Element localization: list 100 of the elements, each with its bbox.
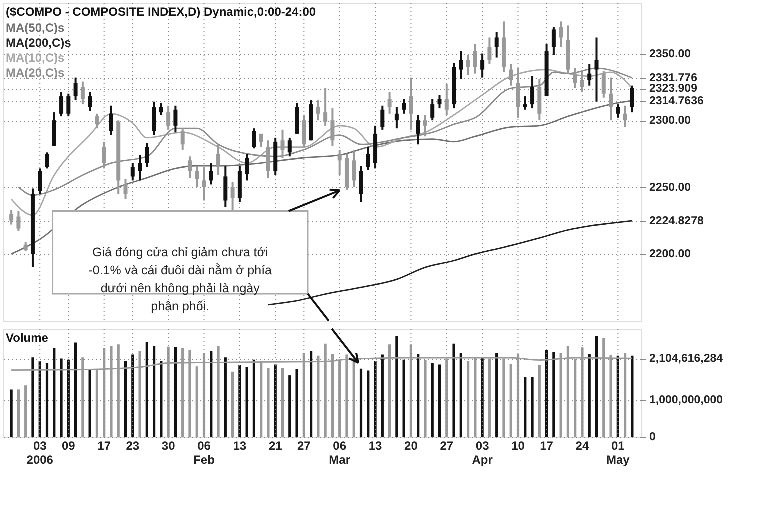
candlestick (259, 132, 264, 148)
candlestick (480, 52, 485, 79)
candlestick (552, 26, 556, 56)
x-tick-label: 06 Feb (194, 439, 215, 467)
candlestick (509, 63, 514, 87)
candlestick (409, 76, 414, 131)
bar (231, 372, 234, 437)
candlestick (402, 98, 406, 115)
y-tick-label: 0 (650, 432, 656, 444)
chart-title: ($COMPO - COMPOSITE INDEX,D) Dynamic,0:00-24:00 (6, 5, 316, 19)
candlestick (166, 104, 171, 131)
bar (32, 358, 34, 437)
annotation: Giá đóng cửa chỉ giảm chưa tới -0.1% và cái đuôi dài nằm ở phía dưới nên không phải là ngày phân phối. (88, 246, 272, 314)
x-tick-label: 13 (233, 439, 247, 453)
candlestick (559, 20, 564, 48)
bar (466, 361, 470, 437)
candlestick (530, 75, 535, 110)
candlestick (88, 92, 92, 112)
bar (496, 353, 498, 437)
candlestick (280, 128, 285, 159)
candlestick (416, 114, 420, 146)
candlestick (288, 136, 292, 158)
candlestick (245, 152, 250, 182)
bar (152, 346, 156, 437)
bar (174, 347, 178, 437)
bar (281, 368, 284, 437)
candlestick (616, 104, 620, 119)
candlestick (174, 104, 178, 134)
candlestick (580, 71, 584, 94)
x-tick-label: 27 (297, 439, 312, 453)
candlestick (45, 152, 50, 170)
candlestick (444, 84, 449, 116)
candlestick (10, 209, 14, 226)
bar (381, 354, 384, 437)
bar (288, 376, 292, 437)
candlestick (130, 162, 135, 182)
bar (17, 390, 20, 437)
candlestick (594, 36, 599, 103)
candlestick (523, 96, 528, 111)
candlestick (609, 76, 614, 122)
candlestick (488, 36, 492, 66)
candlestick (230, 181, 235, 212)
bar (124, 361, 128, 437)
x-tick-label: 03 Apr (472, 439, 494, 467)
bar (224, 358, 227, 437)
candlestick (316, 100, 320, 122)
candlestick (138, 154, 142, 182)
bar (60, 358, 63, 437)
bar (402, 360, 406, 437)
text: MA(200,C)s (6, 36, 72, 50)
chart-title: Volume (6, 331, 49, 345)
candlestick (324, 88, 328, 127)
bar (396, 336, 398, 437)
x-tick-label: 01 May (606, 439, 630, 467)
candlestick (388, 92, 392, 115)
candlestick (430, 98, 435, 122)
text: MA(50,C)s (6, 21, 65, 35)
bar (452, 344, 456, 437)
bar (10, 390, 13, 437)
candlestick (359, 165, 364, 204)
candlestick (16, 210, 21, 232)
candlestick (80, 80, 85, 106)
bar (146, 342, 148, 437)
bar (24, 386, 28, 437)
candlestick (588, 63, 592, 87)
candlestick (352, 148, 356, 188)
candlestick (494, 31, 499, 59)
candlestick (124, 178, 128, 200)
x-tick-label: 17 (98, 439, 112, 453)
candlestick (102, 140, 106, 170)
bar (196, 366, 198, 437)
y-tick-label: 1,000,000,000 (650, 394, 724, 406)
bar (46, 363, 49, 437)
x-tick-label: 27 (440, 439, 454, 453)
bar (531, 377, 534, 437)
x-tick-label: 03 2006 (26, 439, 54, 467)
x-tick-label: 20 (404, 439, 418, 453)
x-tick-label: 30 (162, 439, 176, 453)
y-tick-label: 2323.909 (650, 83, 698, 96)
x-tick-label: 06 Mar (329, 439, 351, 467)
candlestick (630, 84, 634, 114)
bar (53, 348, 56, 437)
candlestick (252, 128, 256, 150)
candlestick (473, 43, 478, 75)
bar (246, 366, 248, 437)
x-tick-label: 09 (62, 439, 76, 453)
bar (296, 369, 298, 437)
candlestick (209, 162, 214, 186)
bar (367, 370, 370, 437)
bar (210, 350, 213, 437)
y-tick-label: 2250.00 (650, 182, 692, 194)
candlestick (423, 114, 428, 138)
candlestick (438, 94, 442, 110)
x-tick-label: 13 (368, 439, 383, 453)
bar (374, 361, 377, 437)
bar (588, 354, 591, 437)
candlestick (66, 92, 71, 118)
candlestick (338, 148, 342, 176)
bar (438, 364, 442, 437)
candlestick (195, 165, 200, 188)
